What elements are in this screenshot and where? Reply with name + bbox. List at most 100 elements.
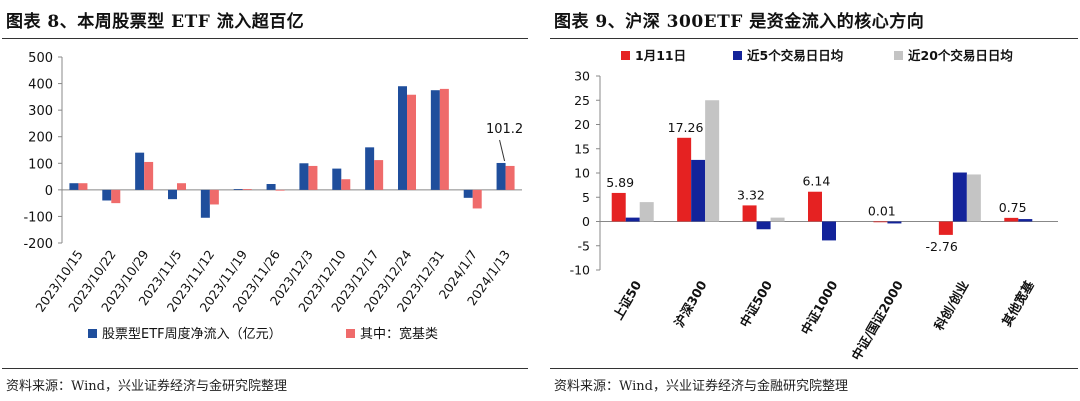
bar-series-2	[691, 159, 706, 222]
data-label: 17.26	[668, 120, 704, 135]
right-source-note: 资料来源：Wind，兴业证券经济与金融研究院整理	[554, 379, 848, 394]
bar-broad-based	[111, 189, 121, 204]
y-tick-label: 500	[28, 51, 53, 66]
bar-broad-based	[341, 179, 351, 190]
x-tick-label: 沪深300	[671, 278, 710, 330]
right-chart-panel: 图表 9、沪深 300ETF 是资金流入的核心方向 -10 -5 0 5 10 15 20 2…	[548, 0, 1080, 401]
bar-series-3	[966, 174, 981, 222]
bar-equity-etf	[463, 189, 473, 198]
bar-broad-based	[144, 161, 154, 190]
bar-equity-etf	[332, 168, 342, 190]
left-chart-title: 图表 8、本周股票型 ETF 流入超百亿	[6, 12, 305, 32]
x-tick-label: 中证/国证2000	[848, 278, 906, 363]
bar-series-1	[938, 221, 953, 235]
bar-equity-etf	[233, 189, 243, 190]
right-title-rule	[550, 38, 1078, 39]
bar-equity-etf	[365, 147, 375, 190]
bar-series-3	[770, 217, 785, 222]
data-label: 0.01	[868, 203, 896, 218]
bar-series-2	[756, 221, 771, 230]
legend-swatch	[894, 51, 903, 60]
legend-label: 其中：宽基类	[360, 326, 438, 342]
bar-series-1	[1004, 217, 1019, 222]
bar-equity-etf	[398, 86, 407, 190]
left-chart-panel: 图表 8、本周股票型 ETF 流入超百亿 -200 -100 0 100 200 300 4…	[0, 0, 530, 401]
data-label: 5.89	[606, 175, 634, 190]
y-tick-label: 300	[28, 104, 53, 119]
legend-label: 近20个交易日日均	[908, 48, 1013, 63]
bar-series-2	[1018, 219, 1033, 222]
bar-equity-etf	[496, 162, 506, 190]
bar-equity-etf	[200, 189, 210, 218]
data-label: -2.76	[925, 239, 957, 254]
bar-equity-etf	[135, 152, 145, 190]
y-tick-label: 400	[28, 78, 53, 93]
bar-equity-etf	[299, 163, 309, 190]
legend-label: 1月11日	[635, 48, 686, 63]
bar-series-1	[808, 191, 822, 222]
bar-broad-based	[472, 189, 482, 209]
right-bar-chart: -10 -5 0 5 10 15 20 25 30 5.89 上证50 17.26 沪深300 3.32 中…	[570, 48, 1058, 363]
left-source-rule	[2, 368, 528, 369]
legend-swatch	[733, 51, 742, 60]
bar-equity-etf	[102, 189, 112, 201]
bar-broad-based	[407, 94, 416, 190]
y-tick-label: 100	[28, 157, 53, 172]
bar-series-1	[742, 205, 757, 222]
x-tick-label: 其他宽基	[999, 278, 1037, 329]
y-tick-label: 0	[45, 184, 53, 199]
left-bar-chart: -200-10001002003004005002023/10/152023/1…	[23, 51, 523, 342]
y-tick-label: 10	[574, 166, 590, 181]
legend-swatch	[346, 329, 355, 338]
y-tick-label: 0	[582, 214, 590, 229]
bar-series-2	[887, 221, 902, 224]
bar-broad-based	[308, 165, 318, 190]
bar-equity-etf	[430, 90, 440, 190]
bar-series-2	[952, 172, 967, 222]
x-tick-label: 科创/创业	[931, 278, 972, 333]
y-tick-label: 15	[574, 141, 590, 156]
annotation-leader-line	[499, 139, 506, 162]
bar-series-1	[611, 192, 626, 222]
legend-swatch	[621, 51, 630, 60]
bar-series-1	[873, 221, 888, 223]
right-source-rule	[550, 368, 1078, 369]
y-tick-label: 30	[574, 69, 590, 84]
bar-broad-based	[177, 183, 186, 190]
data-label: 6.14	[802, 174, 830, 189]
bar-equity-etf	[168, 189, 177, 200]
data-label: 3.32	[737, 187, 765, 202]
y-tick-label: 20	[574, 117, 590, 132]
bar-equity-etf	[266, 184, 276, 190]
bar-broad-based	[242, 189, 252, 190]
data-label: 0.75	[999, 200, 1027, 215]
y-tick-label: 5	[582, 190, 590, 205]
bar-series-3	[705, 100, 720, 222]
bar-broad-based	[439, 88, 449, 190]
bar-broad-based	[374, 160, 384, 190]
bar-broad-based	[505, 165, 515, 190]
bar-series-1	[677, 137, 692, 222]
bar-series-2	[822, 221, 836, 241]
y-tick-label: -100	[23, 210, 53, 225]
y-tick-label: 25	[574, 93, 590, 108]
data-annotation-label: 101.2	[486, 122, 523, 137]
left-title-rule	[2, 38, 528, 39]
x-tick-label: 中证1000	[798, 278, 841, 338]
y-tick-label: -10	[570, 263, 590, 278]
bar-broad-based	[209, 189, 219, 205]
y-tick-label: 200	[28, 131, 53, 146]
x-tick-label: 上证50	[610, 278, 644, 322]
right-chart-title: 图表 9、沪深 300ETF 是资金流入的核心方向	[554, 12, 925, 32]
bar-series-2	[625, 217, 640, 222]
bar-broad-based	[78, 183, 88, 190]
legend-label: 近5个交易日日均	[747, 48, 843, 63]
legend-label: 股票型ETF周度净流入（亿元）	[102, 326, 282, 342]
x-tick-label: 中证500	[737, 278, 776, 330]
bar-series-3	[639, 202, 654, 222]
y-tick-label: -5	[578, 238, 590, 253]
y-tick-label: -200	[23, 237, 53, 252]
bar-broad-based	[275, 189, 285, 191]
legend-swatch	[88, 329, 97, 338]
left-source-note: 资料来源：Wind，兴业证券经济与金研究院整理	[6, 379, 287, 394]
